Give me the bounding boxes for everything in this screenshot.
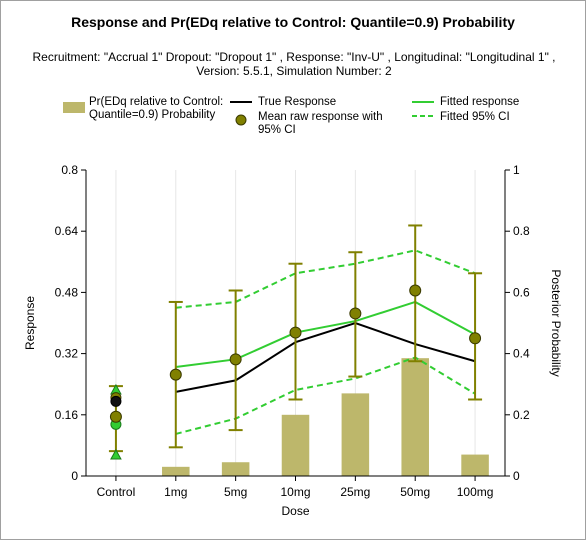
y2-axis-title: Posterior Probability	[549, 269, 563, 376]
x-axis-title: Dose	[281, 504, 309, 518]
x-tick-label: 1mg	[164, 485, 187, 499]
mean-marker	[409, 284, 422, 297]
legend-mean-label: Mean raw response with 95% CI	[258, 111, 383, 136]
legend-fitted-ci-label: Fitted 95% CI	[440, 111, 510, 123]
x-tick-label: 100mg	[457, 485, 494, 499]
y2-tick-label: 0.2	[513, 408, 530, 422]
y-tick-label: 0.48	[55, 285, 79, 299]
y-tick-label: 0	[71, 469, 78, 483]
x-tick-label: 25mg	[340, 485, 370, 499]
y-tick-label: 0.8	[61, 163, 78, 177]
y2-tick-label: 1	[513, 163, 520, 177]
x-tick-label: 50mg	[400, 485, 430, 499]
y-tick-label: 0.64	[55, 224, 79, 238]
y2-tick-label: 0.6	[513, 285, 530, 299]
mean-marker	[169, 368, 182, 381]
bar	[461, 454, 489, 476]
fitted-ci-upper-line	[175, 249, 476, 309]
true-response-line	[175, 321, 476, 393]
y2-tick-label: 0.4	[513, 347, 530, 361]
y-tick-label: 0.32	[55, 347, 79, 361]
legend-true-label: True Response	[258, 96, 337, 108]
mean-marker	[289, 326, 302, 339]
mean-marker	[469, 332, 482, 345]
y-axis-title: Response	[23, 296, 37, 350]
legend-mean-swatch	[235, 114, 247, 126]
x-tick-label: Control	[97, 485, 136, 499]
bar	[401, 358, 429, 476]
y-tick-label: 0.16	[55, 408, 79, 422]
bar	[341, 393, 370, 476]
legend-bar-label: Pr(EDq relative to Control: Quantile=0.9…	[89, 96, 224, 121]
bar	[162, 466, 190, 476]
control-true-marker	[110, 395, 122, 407]
y2-tick-label: 0.8	[513, 224, 530, 238]
mean-marker	[229, 353, 242, 366]
mean-marker	[349, 307, 362, 320]
y2-tick-label: 0	[513, 469, 520, 483]
chart-subtitle: Recruitment: "Accrual 1" Dropout: "Dropo…	[32, 50, 556, 78]
legend-fitted-label: Fitted response	[440, 96, 520, 108]
control-fitted-ci-lower-marker	[110, 448, 122, 460]
chart-title: Response and Pr(EDq relative to Control:…	[71, 14, 515, 30]
bar	[221, 462, 250, 476]
x-tick-label: 10mg	[280, 485, 310, 499]
x-tick-label: 5mg	[224, 485, 247, 499]
legend-bar-swatch	[63, 102, 85, 113]
fitted-ci-lower-line	[175, 356, 476, 435]
bar	[281, 414, 310, 476]
fitted-response-line	[175, 300, 476, 368]
legend: Pr(EDq relative to Control: Quantile=0.9…	[0, 0, 586, 140]
legend-swatches	[63, 101, 434, 126]
mean-marker	[109, 410, 122, 423]
